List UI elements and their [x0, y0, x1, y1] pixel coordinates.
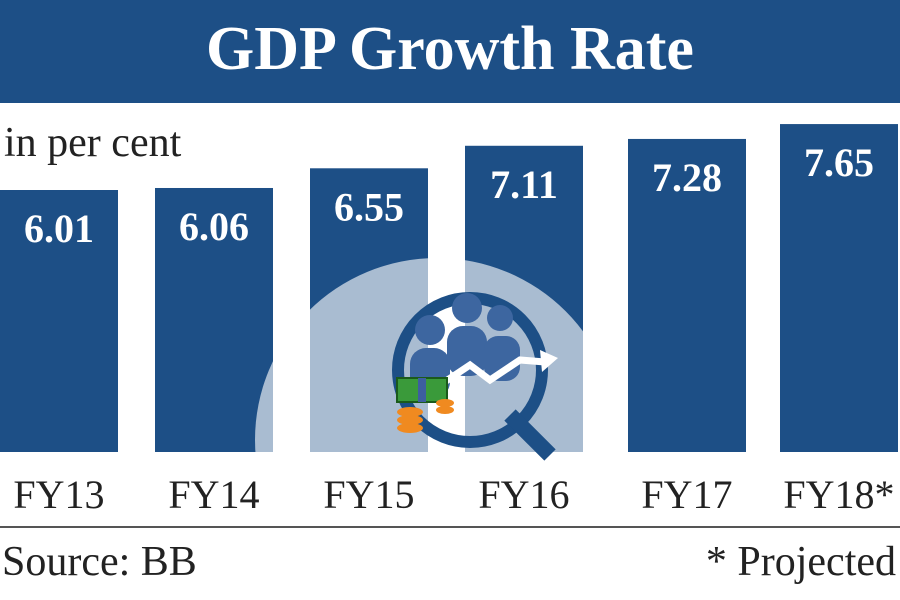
title-band [0, 0, 900, 103]
magnifier-people-growth-icon [255, 258, 619, 600]
value-label: 6.01 [24, 206, 94, 251]
category-label: FY14 [168, 472, 259, 517]
value-label: 7.65 [804, 140, 874, 185]
bar-FY18 [780, 124, 898, 453]
value-label: 6.06 [179, 204, 249, 249]
money-icon [396, 377, 454, 433]
category-label: FY18* [783, 472, 894, 517]
bar-FY13 [0, 190, 118, 452]
value-label: 7.11 [490, 162, 558, 207]
bar-FY17 [628, 138, 746, 453]
source-note: Source: BB [2, 539, 197, 585]
projected-footnote: * Projected [705, 539, 896, 585]
bar-FY14 [155, 187, 273, 453]
category-label: FY17 [641, 472, 732, 517]
growth-arrow-icon [438, 356, 546, 388]
unit-label: in per cent [4, 120, 182, 166]
value-label: 6.55 [334, 184, 404, 229]
category-label: FY13 [13, 472, 104, 517]
value-label: 7.28 [652, 155, 722, 200]
category-label: FY16 [478, 472, 569, 517]
magnifier-handle [504, 409, 556, 461]
chart-title: GDP Growth Rate [206, 15, 694, 83]
category-label: FY15 [323, 472, 414, 517]
